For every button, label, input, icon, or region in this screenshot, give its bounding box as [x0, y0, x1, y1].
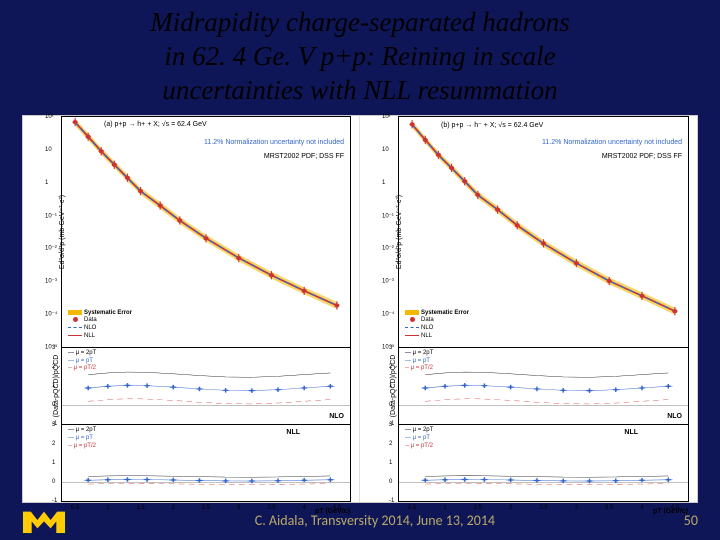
panel-b-mid: — μ = 2pT — μ = pT -- μ = pT/2 NLO 3210-…: [398, 348, 689, 425]
ytick: 3: [389, 345, 392, 351]
ytick: 10²: [45, 114, 54, 120]
ytick: -1: [52, 498, 57, 504]
slide-title: Midrapidity charge-separated hadrons in …: [0, 0, 720, 115]
ytick: 10: [382, 147, 389, 153]
ytick: 3: [389, 422, 392, 428]
label-b: (b) p+p → h⁻ + X; √s = 62.4 GeV: [441, 121, 543, 129]
mu-legend-right-mid: — μ = 2pT — μ = pT -- μ = pT/2: [405, 350, 433, 373]
ytick: 2: [389, 441, 392, 447]
ytick: 3: [52, 345, 55, 351]
chart-figure: Ed³σ/d³p (mb·GeV⁻²·c³) (Data-pQCD)/pQCD …: [22, 115, 698, 503]
ytick: 1: [382, 180, 385, 186]
pdf-left: MRST2002 PDF; DSS FF: [264, 153, 344, 160]
panel-b-top: (b) p+p → h⁻ + X; √s = 62.4 GeV 11.2% No…: [398, 116, 689, 348]
ytick: 10⁻⁴: [45, 311, 57, 318]
label-a: (a) p+p → h+ + X; √s = 62.4 GeV: [104, 121, 207, 128]
ytick: 1: [389, 383, 392, 389]
right-column: Ed³σ/d³p (mb·GeV⁻²·c³) (Data-pQCD)/pQCD …: [360, 116, 697, 502]
panel-b-bot: — μ = 2pT — μ = pT -- μ = pT/2 NLL pT (G…: [398, 425, 689, 502]
ytick: 2: [52, 364, 55, 370]
ytick: 0: [52, 402, 55, 408]
ytick: 2: [389, 364, 392, 370]
nll-label-right: NLL: [624, 429, 638, 436]
nll-label-left: NLL: [286, 429, 300, 436]
title-line3: uncertainties with NLL resummation: [162, 75, 557, 105]
page-number: 50: [684, 512, 698, 529]
norm-right: 11.2% Normalization uncertainty not incl…: [542, 139, 682, 146]
ytick: 10⁻³: [45, 278, 57, 285]
nlo-label-right: NLO: [667, 413, 682, 420]
ytick: 0: [389, 402, 392, 408]
nlo-label-left: NLO: [329, 413, 344, 420]
michigan-logo: [22, 506, 66, 534]
ratio-left-mid: [62, 348, 350, 424]
pdf-right: MRST2002 PDF; DSS FF: [602, 153, 682, 160]
ytick: 10⁻¹: [382, 212, 394, 219]
ytick: 1: [52, 460, 55, 466]
ytick: 1: [389, 460, 392, 466]
ytick: 10⁻³: [382, 278, 394, 285]
ytick: 10: [45, 147, 52, 153]
ratio-right-bot: [399, 425, 688, 501]
ytick: 10⁻¹: [45, 212, 57, 219]
legend-left: Systematic Error Data NLO NLL: [68, 310, 132, 341]
ytick: 1: [52, 383, 55, 389]
ytick: 10⁻²: [45, 245, 57, 252]
ytick: 2: [52, 441, 55, 447]
footer: C. Aidala, Transversity 2014, June 13, 2…: [0, 506, 720, 534]
ytick: -1: [389, 498, 394, 504]
ytick: 10⁻²: [382, 245, 394, 252]
title-line1: Midrapidity charge-separated hadrons: [150, 7, 569, 37]
ytick: 10²: [382, 114, 391, 120]
legend-right: Systematic Error Data NLO NLL: [405, 310, 469, 341]
ytick: 10⁻⁴: [382, 311, 394, 318]
ytick: 1: [45, 180, 48, 186]
ytick: 0: [52, 479, 55, 485]
footer-text: C. Aidala, Transversity 2014, June 13, 2…: [66, 512, 684, 529]
norm-left: 11.2% Normalization uncertainty not incl…: [204, 139, 344, 146]
ratio-right-mid: [399, 348, 688, 424]
mu-legend-right-bot: — μ = 2pT — μ = pT -- μ = pT/2: [405, 427, 433, 450]
ratio-left-bot: [62, 425, 350, 501]
panel-a-top: (a) p+p → h+ + X; √s = 62.4 GeV 11.2% No…: [61, 116, 351, 348]
title-line2: in 62. 4 Ge. V p+p: Reining in scale: [164, 41, 555, 71]
panel-a-mid: — μ = 2pT — μ = pT -- μ = pT/2 NLO 3210-…: [61, 348, 351, 425]
ytick: 3: [52, 422, 55, 428]
left-column: Ed³σ/d³p (mb·GeV⁻²·c³) (Data-pQCD)/pQCD …: [23, 116, 360, 502]
mu-legend-left-bot: — μ = 2pT — μ = pT -- μ = pT/2: [68, 427, 96, 450]
mu-legend-left-mid: — μ = 2pT — μ = pT -- μ = pT/2: [68, 350, 96, 373]
panel-a-bot: — μ = 2pT — μ = pT -- μ = pT/2 NLL pT (G…: [61, 425, 351, 502]
ytick: 0: [389, 479, 392, 485]
